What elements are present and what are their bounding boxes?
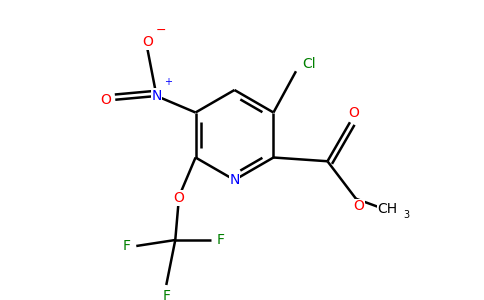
- Text: O: O: [142, 35, 153, 49]
- Text: −: −: [156, 23, 166, 37]
- Text: +: +: [164, 77, 172, 87]
- Text: O: O: [100, 93, 111, 107]
- Text: CH: CH: [378, 202, 397, 216]
- Text: N: N: [151, 89, 162, 103]
- Text: Cl: Cl: [302, 57, 316, 71]
- Text: O: O: [174, 191, 184, 205]
- Text: F: F: [122, 239, 131, 253]
- Text: O: O: [348, 106, 359, 120]
- Text: F: F: [162, 289, 170, 300]
- Text: O: O: [353, 199, 364, 213]
- Text: N: N: [229, 173, 240, 187]
- Text: 3: 3: [403, 209, 409, 220]
- Text: F: F: [216, 233, 224, 247]
